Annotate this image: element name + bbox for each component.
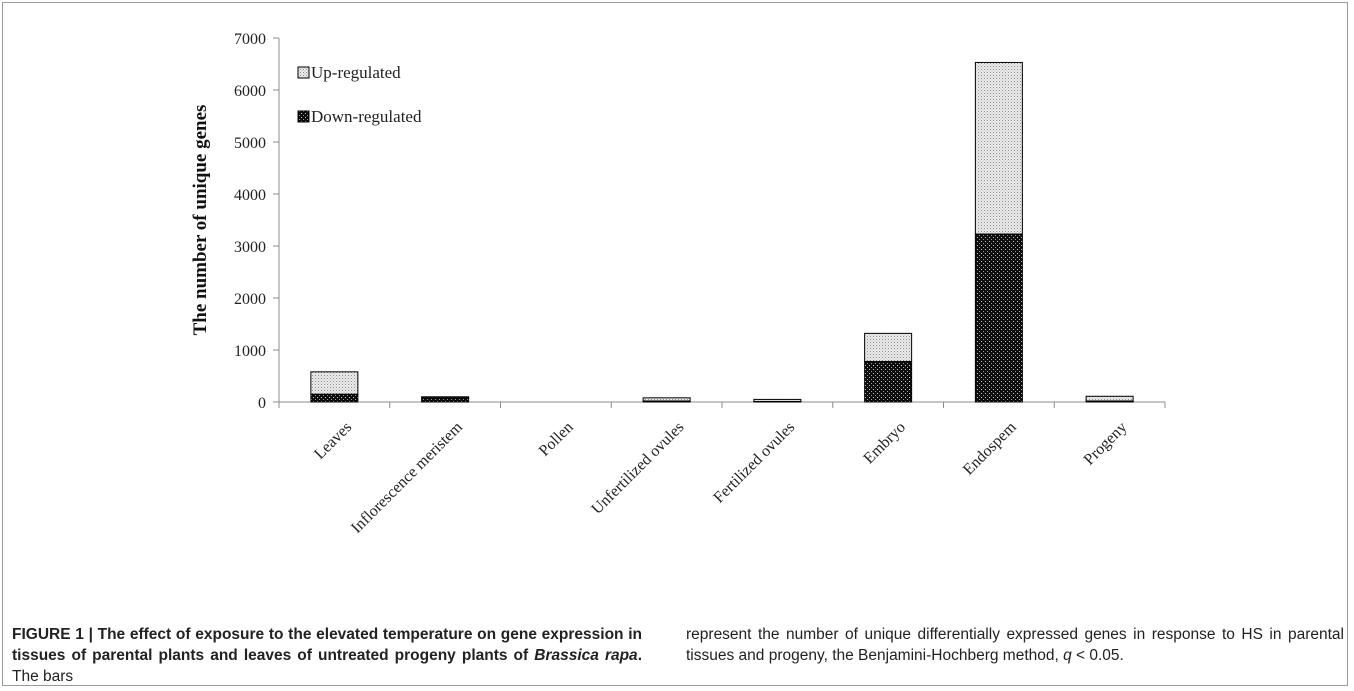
bar-up-regulated (642, 397, 691, 402)
y-tick-label: 6000 (234, 83, 266, 100)
y-axis-label: The number of unique genes (190, 105, 211, 336)
bar-up-regulated (1085, 395, 1134, 402)
y-tick-label: 4000 (234, 187, 266, 204)
bar-up-regulated (421, 396, 470, 399)
figure-caption-title: FIGURE 1 | The effect of exposure to the… (12, 626, 642, 664)
bar-up-regulated (753, 398, 802, 402)
caption-text-left: The bars (12, 668, 74, 685)
y-tick-label: 3000 (234, 239, 266, 256)
y-tick-label: 0 (258, 395, 266, 412)
caption-text-right: represent the number of unique different… (686, 626, 1344, 664)
legend-swatch (297, 66, 310, 79)
x-tick-label: Progeny (1081, 419, 1131, 469)
q-threshold: < 0.05. (1071, 647, 1124, 664)
x-tick-label: Fertilized ovules (710, 419, 798, 507)
stacked-bar-chart: 0 1000 2000 3000 4000 5000 6000 7000 LeavesInflo… (190, 31, 1166, 537)
bar-up-regulated (310, 371, 359, 395)
x-tick-label: Endospem (960, 418, 1020, 478)
bars (310, 61, 1134, 403)
y-tick-label: 2000 (234, 291, 266, 308)
bar-up-regulated (864, 332, 913, 362)
x-tick-label: Unfertilized ovules (588, 419, 687, 518)
caption-left-column: FIGURE 1 | The effect of exposure to the… (12, 624, 642, 687)
x-tick-label: Leaves (311, 419, 355, 463)
caption-right-column: represent the number of unique different… (686, 624, 1344, 666)
species-name: Brassica rapa (534, 647, 638, 664)
bar-down-regulated (421, 397, 470, 403)
bar-up-regulated (974, 61, 1023, 235)
legend-swatch (297, 110, 310, 123)
y-tick-label: 5000 (234, 135, 266, 152)
y-tick-label: 1000 (234, 343, 266, 360)
x-tick-label: Inflorescence meristem (348, 418, 466, 536)
legend: Up-regulated Down-regulated (297, 63, 422, 126)
bar-down-regulated (864, 360, 913, 403)
caption-title-end: . (637, 647, 642, 664)
legend-label: Down-regulated (311, 107, 422, 126)
y-tick-label: 7000 (234, 31, 266, 48)
axes (273, 37, 1166, 408)
legend-label: Up-regulated (311, 63, 401, 82)
q-symbol: q (1063, 647, 1072, 664)
bar-down-regulated (974, 233, 1023, 403)
x-tick-label: Pollen (536, 419, 577, 460)
x-tick-label: Embryo (860, 419, 908, 467)
bar-down-regulated (310, 393, 359, 403)
